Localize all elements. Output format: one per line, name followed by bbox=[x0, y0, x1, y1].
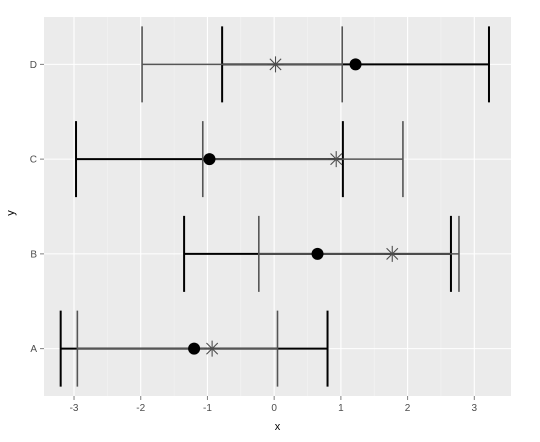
x-axis-title: x bbox=[275, 421, 281, 433]
point-dot bbox=[203, 153, 216, 166]
asterisk-stroke bbox=[330, 153, 343, 166]
x-tick-label: -2 bbox=[136, 403, 145, 414]
point-asterisk bbox=[204, 340, 221, 357]
y-axis: A B C D bbox=[30, 60, 44, 355]
series-layer bbox=[59, 26, 490, 387]
y-tick-label: A bbox=[30, 344, 37, 355]
x-tick-label: 0 bbox=[271, 403, 277, 414]
asterisk-stroke bbox=[269, 58, 282, 71]
asterisk-stroke bbox=[386, 247, 399, 260]
point-asterisk bbox=[384, 245, 401, 262]
point-dot bbox=[311, 247, 324, 260]
asterisk-stroke bbox=[206, 342, 219, 355]
x-tick-label: 2 bbox=[405, 403, 411, 414]
x-axis: -3 -2 -1 0 1 2 3 bbox=[70, 396, 478, 414]
point-asterisk bbox=[267, 56, 284, 73]
point-dot bbox=[349, 58, 362, 71]
point-dot bbox=[188, 342, 201, 355]
x-tick-label: 1 bbox=[338, 403, 344, 414]
y-axis-title: y bbox=[5, 210, 17, 216]
x-tick-label: -1 bbox=[203, 403, 212, 414]
y-tick-label: B bbox=[30, 249, 37, 260]
y-tick-label: D bbox=[30, 60, 37, 71]
y-tick-label: C bbox=[30, 155, 37, 166]
x-tick-label: 3 bbox=[472, 403, 478, 414]
x-tick-label: -3 bbox=[70, 403, 79, 414]
point-asterisk bbox=[328, 151, 345, 168]
